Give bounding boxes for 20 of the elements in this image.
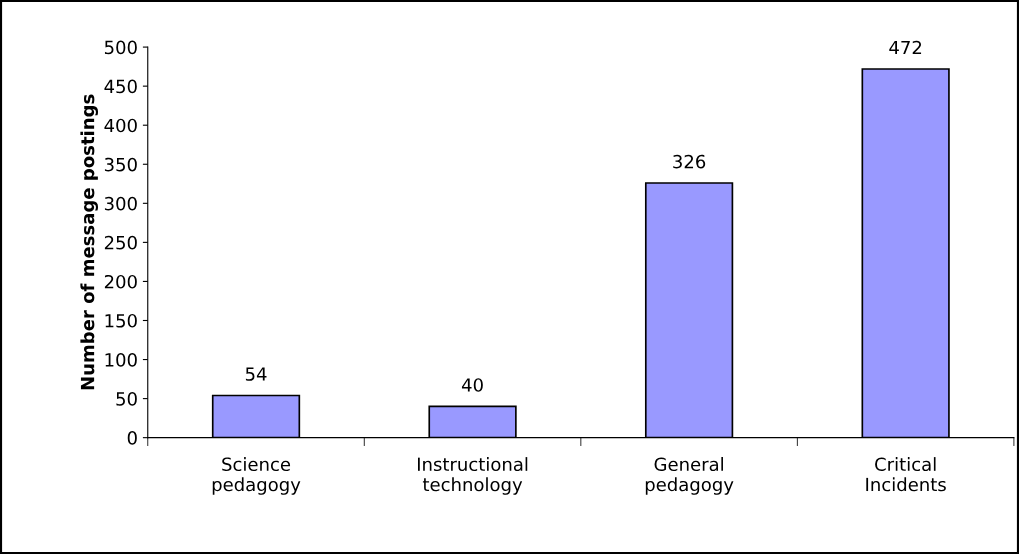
y-tick-label: 150 [105, 313, 137, 328]
y-tick-label: 0 [127, 431, 137, 445]
x-tick-label: Critical Incidents [866, 457, 946, 492]
y-tick-label: 500 [104, 40, 137, 55]
y-tick-label: 200 [104, 274, 137, 289]
data-label: 326 [673, 154, 706, 169]
data-label: 472 [889, 40, 922, 55]
y-tick-label: 400 [104, 118, 137, 133]
x-tick-label: General pedagogy [645, 457, 734, 495]
y-tick-label: 50 [116, 392, 137, 406]
y-tick-label: 450 [104, 79, 137, 94]
data-label: 54 [245, 367, 267, 381]
y-tick-label: 250 [104, 235, 137, 250]
x-tick-label: Instructional technology [417, 457, 528, 495]
data-label: 40 [461, 378, 483, 392]
y-tick-label: 300 [104, 196, 137, 211]
y-tick-label: 100 [105, 353, 137, 367]
x-tick-label: Science pedagogy [212, 457, 301, 495]
y-axis-title: Number of message postings [80, 94, 99, 390]
y-tick-label: 350 [104, 157, 137, 172]
